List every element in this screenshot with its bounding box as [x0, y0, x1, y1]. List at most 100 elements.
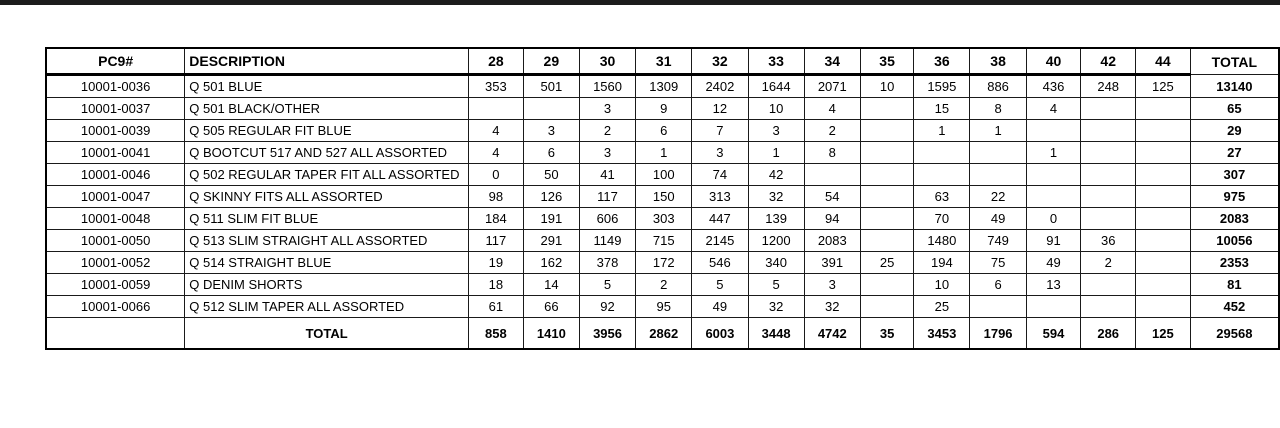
qty-cell: [1135, 97, 1191, 120]
qty-cell: 1595: [913, 74, 971, 98]
top-border-bar: [0, 0, 1280, 5]
qty-cell: 1149: [578, 229, 637, 252]
qty-cell: 1560: [578, 74, 637, 98]
qty-cell: [859, 185, 915, 208]
qty-cell: 32: [803, 295, 861, 318]
qty-cell: 150: [635, 185, 693, 208]
grand-total-qty-cell: 1796: [969, 317, 1027, 350]
grand-total-qty-cell: 6003: [691, 317, 749, 350]
qty-cell: 1200: [747, 229, 805, 252]
qty-cell: [1080, 207, 1137, 230]
description-header-cell: DESCRIPTION: [184, 47, 470, 76]
qty-cell: 36: [1080, 229, 1137, 252]
qty-cell: [859, 141, 915, 164]
grand-total-qty-cell: 286: [1080, 317, 1137, 350]
qty-cell: [1025, 185, 1082, 208]
qty-cell: 172: [635, 251, 693, 274]
qty-cell: 18: [468, 273, 524, 296]
qty-cell: [1080, 119, 1137, 142]
qty-cell: 8: [969, 97, 1027, 120]
row-total-cell: 2353: [1189, 251, 1280, 274]
qty-cell: 54: [803, 185, 861, 208]
row-total-cell: 307: [1189, 163, 1280, 186]
qty-cell: 126: [522, 185, 580, 208]
qty-cell: 749: [969, 229, 1027, 252]
pc9-cell: 10001-0066: [45, 295, 186, 318]
size-header-cell: 30: [578, 47, 637, 76]
qty-cell: 25: [859, 251, 915, 274]
table-row: 10001-0046 Q 502 REGULAR TAPER FIT ALL AS…: [45, 163, 1280, 186]
qty-cell: [859, 295, 915, 318]
qty-cell: [1135, 163, 1191, 186]
qty-cell: [859, 273, 915, 296]
qty-cell: 3: [803, 273, 861, 296]
qty-cell: 4: [468, 141, 524, 164]
qty-cell: [859, 207, 915, 230]
qty-cell: [1025, 119, 1082, 142]
qty-cell: 94: [803, 207, 861, 230]
row-total-cell: 10056: [1189, 229, 1280, 252]
qty-cell: 501: [522, 74, 580, 98]
qty-cell: 391: [803, 251, 861, 274]
grand-total-qty-cell: 125: [1135, 317, 1191, 350]
qty-cell: 1: [747, 141, 805, 164]
inventory-size-table: PC9# DESCRIPTION 28 29 30 31 32 33 34 35 36 38 40 42 4…: [45, 47, 1280, 350]
qty-cell: 5: [747, 273, 805, 296]
qty-cell: [1135, 185, 1191, 208]
qty-cell: 12: [691, 97, 749, 120]
qty-cell: 7: [691, 119, 749, 142]
row-total-cell: 975: [1189, 185, 1280, 208]
qty-cell: 139: [747, 207, 805, 230]
grand-total-qty-cell: 4742: [803, 317, 861, 350]
qty-cell: 3: [691, 141, 749, 164]
qty-cell: [1080, 141, 1137, 164]
qty-cell: 2071: [803, 74, 861, 98]
qty-cell: 6: [969, 273, 1027, 296]
description-cell: Q 505 REGULAR FIT BLUE: [184, 119, 470, 142]
qty-cell: 22: [969, 185, 1027, 208]
table-row: 10001-0037 Q 501 BLACK/OTHER 3 9 12 10 4 15 8 4 65: [45, 97, 1280, 120]
description-cell: Q 511 SLIM FIT BLUE: [184, 207, 470, 230]
grand-total-empty-cell: [45, 317, 186, 350]
qty-cell: 303: [635, 207, 693, 230]
qty-cell: 353: [468, 74, 524, 98]
qty-cell: [1135, 251, 1191, 274]
row-total-cell: 29: [1189, 119, 1280, 142]
qty-cell: 1: [635, 141, 693, 164]
qty-cell: 1: [1025, 141, 1082, 164]
grand-total-qty-cell: 3956: [578, 317, 637, 350]
qty-cell: 49: [1025, 251, 1082, 274]
total-header-cell: TOTAL: [1189, 47, 1280, 75]
qty-cell: 248: [1080, 74, 1137, 98]
size-header-cell: 33: [747, 47, 805, 76]
description-cell: Q DENIM SHORTS: [184, 273, 470, 296]
table-row: 10001-0052 Q 514 STRAIGHT BLUE 19 162 378 172…: [45, 251, 1280, 274]
qty-cell: 10: [913, 273, 971, 296]
qty-cell: [859, 119, 915, 142]
qty-cell: [1080, 273, 1137, 296]
qty-cell: 4: [468, 119, 524, 142]
qty-cell: 32: [747, 295, 805, 318]
qty-cell: 8: [803, 141, 861, 164]
description-cell: Q SKINNY FITS ALL ASSORTED: [184, 185, 470, 208]
grand-total-qty-cell: 2862: [635, 317, 693, 350]
qty-cell: 0: [1025, 207, 1082, 230]
qty-cell: 9: [635, 97, 693, 120]
qty-cell: 15: [913, 97, 971, 120]
qty-cell: [468, 97, 524, 120]
qty-cell: [1025, 163, 1082, 186]
description-cell: Q BOOTCUT 517 AND 527 ALL ASSORTED: [184, 141, 470, 164]
qty-cell: 6: [522, 141, 580, 164]
qty-cell: 1480: [913, 229, 971, 252]
row-total-cell: 13140: [1189, 74, 1280, 98]
size-header-cell: 35: [859, 47, 915, 76]
table-row: 10001-0036 Q 501 BLUE 353 501 1560 1309 2402 16…: [45, 74, 1280, 98]
grand-total-row: TOTAL 858 1410 3956 2862 6003 3448 4742 35 3453 17…: [45, 317, 1280, 350]
description-cell: Q 502 REGULAR TAPER FIT ALL ASSORTED: [184, 163, 470, 186]
qty-cell: [913, 163, 971, 186]
qty-cell: 194: [913, 251, 971, 274]
pc9-cell: 10001-0037: [45, 97, 186, 120]
description-cell: Q 513 SLIM STRAIGHT ALL ASSORTED: [184, 229, 470, 252]
qty-cell: [1135, 119, 1191, 142]
